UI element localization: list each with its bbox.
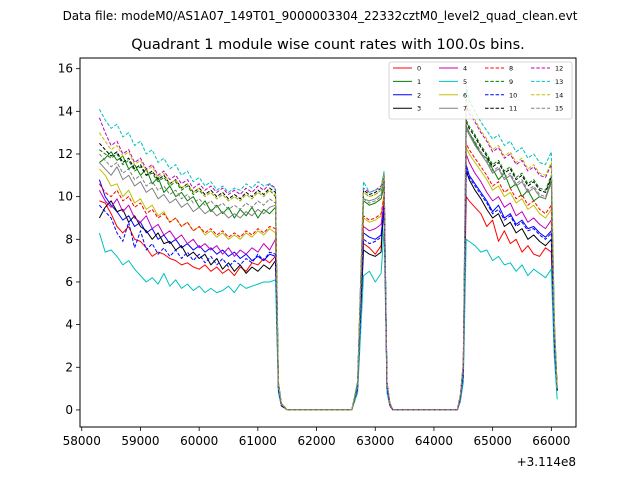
legend-label-11: 11 xyxy=(509,105,517,113)
data-file-subtitle: Data file: modeM0/AS1A07_149T01_90000033… xyxy=(63,9,578,23)
x-axis: 58000 59000 60000 61000 62000 63000 64000 65000… xyxy=(63,427,570,448)
x-tick-label: 64000 xyxy=(415,434,453,448)
x-tick-label: 66000 xyxy=(532,434,570,448)
legend-label-4: 4 xyxy=(463,65,467,73)
series-line-13 xyxy=(98,85,558,411)
x-tick-label: 58000 xyxy=(63,434,101,448)
x-offset-label: +3.114e8 xyxy=(517,455,576,469)
legend-label-5: 5 xyxy=(463,78,467,86)
series-line-10 xyxy=(99,168,558,411)
series-line-5 xyxy=(98,228,558,411)
y-tick-label: 2 xyxy=(65,360,73,374)
legend-label-12: 12 xyxy=(555,65,563,73)
plot-frame xyxy=(79,57,577,428)
series-line-6 xyxy=(99,147,558,411)
legend-label-1: 1 xyxy=(417,78,421,86)
series-line-2 xyxy=(98,164,558,411)
legend-label-6: 6 xyxy=(463,91,467,99)
y-tick-label: 8 xyxy=(65,232,73,246)
legend-label-9: 9 xyxy=(509,78,513,86)
y-tick-label: 16 xyxy=(58,62,73,76)
y-tick-label: 14 xyxy=(58,104,73,118)
chart-title: Quadrant 1 module wise count rates with … xyxy=(131,37,525,53)
y-tick-label: 6 xyxy=(65,275,73,289)
series-line-1 xyxy=(99,125,558,411)
y-tick-label: 10 xyxy=(58,190,73,204)
y-tick-label: 4 xyxy=(65,318,73,332)
legend-label-10: 10 xyxy=(509,91,517,99)
y-tick-label: 0 xyxy=(65,403,73,417)
legend-label-3: 3 xyxy=(417,105,421,113)
series-line-14 xyxy=(98,98,558,411)
series-line-15 xyxy=(99,123,558,411)
legend-label-13: 13 xyxy=(555,78,563,86)
x-tick-label: 63000 xyxy=(356,434,394,448)
legend-label-0: 0 xyxy=(417,65,421,73)
legend-label-15: 15 xyxy=(555,105,563,113)
x-tick-label: 61000 xyxy=(239,434,277,448)
series-line-9 xyxy=(99,119,558,411)
series-layer xyxy=(98,85,558,411)
y-axis: 0 2 4 6 8 10 12 14 16 xyxy=(58,62,80,417)
legend-label-2: 2 xyxy=(417,91,421,99)
series-line-7 xyxy=(99,127,558,411)
series-line-8 xyxy=(98,142,558,411)
x-tick-label: 62000 xyxy=(297,434,335,448)
x-tick-label: 59000 xyxy=(121,434,159,448)
legend-label-8: 8 xyxy=(509,65,513,73)
series-line-3 xyxy=(98,170,558,411)
x-tick-label: 65000 xyxy=(474,434,512,448)
y-tick-label: 12 xyxy=(58,147,73,161)
legend-label-7: 7 xyxy=(463,105,467,113)
legend-frame xyxy=(388,61,573,120)
legend-label-14: 14 xyxy=(555,91,563,99)
x-tick-label: 60000 xyxy=(180,434,218,448)
series-line-0 xyxy=(99,196,558,411)
